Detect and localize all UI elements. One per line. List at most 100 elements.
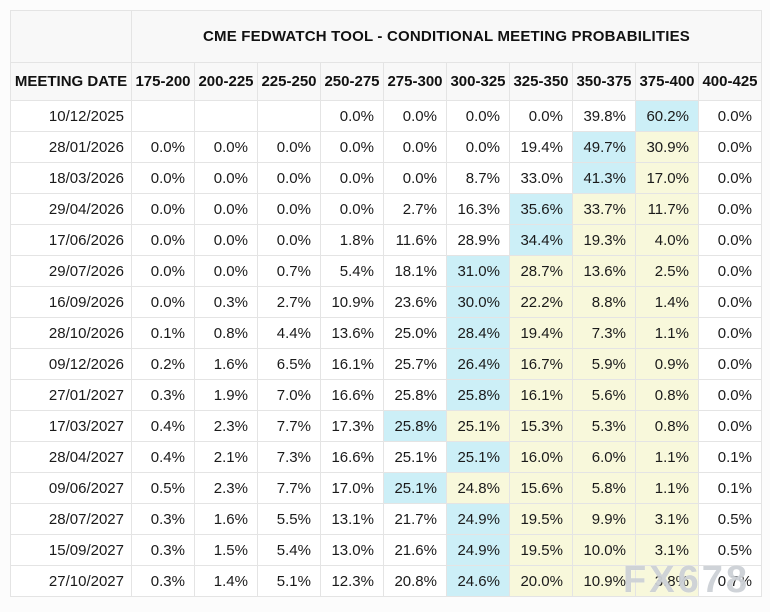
- probability-cell: 0.1%: [698, 441, 762, 473]
- probability-cell: 3.8%: [635, 565, 699, 597]
- probability-cell: 25.1%: [446, 410, 510, 442]
- meeting-date-header: MEETING DATE: [10, 62, 132, 101]
- probability-cell: 0.0%: [194, 193, 258, 225]
- meeting-date-cell: 09/06/2027: [10, 472, 132, 504]
- probability-cell: 0.4%: [131, 410, 195, 442]
- probability-cell: 1.9%: [194, 379, 258, 411]
- probability-cell: 0.0%: [383, 131, 447, 163]
- corner-cell: [10, 10, 132, 63]
- table-row: 16/09/2026 0.0% 0.3% 2.7% 10.9% 23.6% 30.0% 22.…: [10, 286, 762, 318]
- probability-cell: 28.9%: [446, 224, 510, 256]
- probability-cell: 5.8%: [572, 472, 636, 504]
- probability-cell: 0.0%: [257, 193, 321, 225]
- probability-cell: 25.0%: [383, 317, 447, 349]
- probability-cell: 25.1%: [446, 441, 510, 473]
- probability-cell: 2.3%: [194, 472, 258, 504]
- probability-cell: 34.4%: [509, 224, 573, 256]
- probability-cell: 0.0%: [257, 131, 321, 163]
- probability-cell: [194, 100, 258, 132]
- probability-cell: 1.1%: [635, 472, 699, 504]
- table-row: 09/06/2027 0.5% 2.3% 7.7% 17.0% 25.1% 24.8% 15.…: [10, 472, 762, 504]
- probability-cell: 15.6%: [509, 472, 573, 504]
- probability-cell: 30.0%: [446, 286, 510, 318]
- probability-cell: 0.0%: [131, 162, 195, 194]
- probability-cell: 10.9%: [320, 286, 384, 318]
- probability-cell: 0.5%: [698, 503, 762, 535]
- probability-cell: 1.4%: [635, 286, 699, 318]
- probability-cell: 8.8%: [572, 286, 636, 318]
- rate-bin-header: 250-275: [320, 62, 384, 101]
- probability-cell: 0.0%: [446, 100, 510, 132]
- meeting-date-cell: 17/06/2026: [10, 224, 132, 256]
- probability-cell: 0.0%: [383, 100, 447, 132]
- probability-cell: 18.1%: [383, 255, 447, 287]
- probability-cell: 0.8%: [194, 317, 258, 349]
- probability-cell: 11.7%: [635, 193, 699, 225]
- rate-bin-header: 350-375: [572, 62, 636, 101]
- rate-bin-header: 225-250: [257, 62, 321, 101]
- probability-cell: 5.4%: [257, 534, 321, 566]
- rate-bin-header: 400-425: [698, 62, 762, 101]
- probability-cell: 5.4%: [320, 255, 384, 287]
- probability-cell: 8.7%: [446, 162, 510, 194]
- fedwatch-table: CME FEDWATCH TOOL - CONDITIONAL MEETING …: [10, 10, 762, 597]
- probability-cell: 7.3%: [572, 317, 636, 349]
- probability-cell: 6.5%: [257, 348, 321, 380]
- probability-cell: 0.0%: [383, 162, 447, 194]
- probability-cell: 11.6%: [383, 224, 447, 256]
- probability-cell: 19.5%: [509, 534, 573, 566]
- meeting-date-cell: 29/04/2026: [10, 193, 132, 225]
- probability-cell: 0.0%: [131, 131, 195, 163]
- probability-cell: 0.0%: [698, 131, 762, 163]
- probability-cell: 2.7%: [257, 286, 321, 318]
- table-row: 29/07/2026 0.0% 0.0% 0.7% 5.4% 18.1% 31.0% 28.7…: [10, 255, 762, 287]
- probability-cell: 0.0%: [131, 224, 195, 256]
- rate-bin-header: 175-200: [131, 62, 195, 101]
- probability-cell: 0.5%: [131, 472, 195, 504]
- probability-cell: 21.7%: [383, 503, 447, 535]
- probability-cell: 0.0%: [446, 131, 510, 163]
- probability-cell: 16.1%: [320, 348, 384, 380]
- probability-cell: 0.0%: [194, 255, 258, 287]
- probability-cell: 0.7%: [257, 255, 321, 287]
- probability-cell: 0.0%: [194, 162, 258, 194]
- probability-cell: 0.0%: [698, 193, 762, 225]
- probability-cell: 10.0%: [572, 534, 636, 566]
- probability-cell: 16.6%: [320, 441, 384, 473]
- probability-cell: 13.6%: [320, 317, 384, 349]
- probability-cell: 0.3%: [194, 286, 258, 318]
- probability-cell: 0.0%: [698, 255, 762, 287]
- probability-cell: 0.4%: [131, 441, 195, 473]
- probability-cell: 7.7%: [257, 410, 321, 442]
- probability-cell: 26.4%: [446, 348, 510, 380]
- meeting-date-cell: 28/10/2026: [10, 317, 132, 349]
- probability-cell: 33.0%: [509, 162, 573, 194]
- probability-cell: 17.3%: [320, 410, 384, 442]
- meeting-date-cell: 27/01/2027: [10, 379, 132, 411]
- probability-cell: 39.8%: [572, 100, 636, 132]
- probability-cell: 1.6%: [194, 503, 258, 535]
- probability-cell: 0.0%: [698, 162, 762, 194]
- probability-cell: 3.1%: [635, 503, 699, 535]
- probability-cell: 60.2%: [635, 100, 699, 132]
- table-row: 27/01/2027 0.3% 1.9% 7.0% 16.6% 25.8% 25.8% 16.…: [10, 379, 762, 411]
- meeting-date-cell: 16/09/2026: [10, 286, 132, 318]
- probability-cell: 19.5%: [509, 503, 573, 535]
- probability-cell: 20.0%: [509, 565, 573, 597]
- probability-cell: 12.3%: [320, 565, 384, 597]
- table-title: CME FEDWATCH TOOL - CONDITIONAL MEETING …: [131, 10, 762, 63]
- meeting-date-cell: 09/12/2026: [10, 348, 132, 380]
- probability-cell: 0.1%: [131, 317, 195, 349]
- probability-cell: 35.6%: [509, 193, 573, 225]
- probability-cell: 4.4%: [257, 317, 321, 349]
- probability-cell: 1.4%: [194, 565, 258, 597]
- probability-cell: 16.6%: [320, 379, 384, 411]
- probability-cell: 0.0%: [698, 348, 762, 380]
- probability-cell: 25.8%: [446, 379, 510, 411]
- probability-cell: 24.9%: [446, 534, 510, 566]
- rate-bin-header: 325-350: [509, 62, 573, 101]
- probability-cell: 0.0%: [698, 100, 762, 132]
- probability-cell: 25.1%: [383, 441, 447, 473]
- probability-cell: 1.1%: [635, 317, 699, 349]
